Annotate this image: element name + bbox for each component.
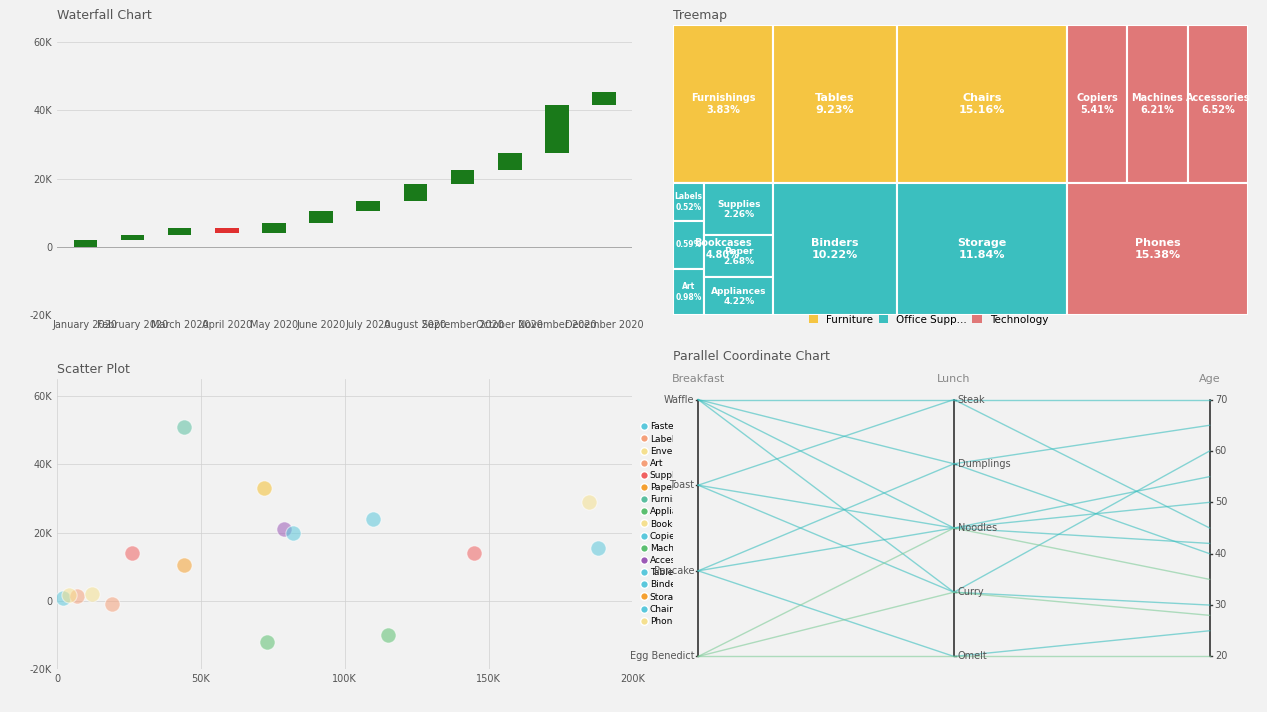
Bar — [773, 183, 897, 315]
Bar — [498, 153, 522, 170]
Text: Phones
15.38%: Phones 15.38% — [1134, 239, 1181, 260]
Bar — [704, 183, 773, 236]
Text: Binders
10.22%: Binders 10.22% — [811, 239, 859, 260]
Bar — [1128, 25, 1187, 183]
Point — [283, 527, 303, 538]
Text: Dumplings: Dumplings — [958, 459, 1010, 468]
Text: Furnishings
3.83%: Furnishings 3.83% — [691, 93, 755, 115]
Text: Accessories
6.52%: Accessories 6.52% — [1186, 93, 1251, 115]
Point — [53, 592, 73, 603]
Point — [579, 496, 599, 508]
Point — [81, 588, 101, 600]
Text: Appliances
4.22%: Appliances 4.22% — [711, 287, 767, 306]
Text: Breakfast: Breakfast — [672, 375, 725, 384]
Text: Scatter Plot: Scatter Plot — [57, 363, 131, 377]
Bar — [1067, 25, 1128, 183]
Point — [101, 598, 122, 609]
Text: 30: 30 — [1215, 600, 1226, 610]
Point — [122, 548, 142, 559]
Text: Lunch: Lunch — [938, 375, 971, 384]
Bar — [704, 278, 773, 315]
Text: Age: Age — [1199, 375, 1220, 384]
Text: Pancake: Pancake — [654, 566, 694, 576]
Point — [174, 560, 194, 571]
Text: 50: 50 — [1215, 497, 1228, 508]
Bar — [120, 235, 144, 240]
Point — [588, 543, 608, 554]
Bar — [673, 268, 704, 315]
Text: Labels
0.52%: Labels 0.52% — [674, 192, 702, 211]
Text: 60: 60 — [1215, 446, 1226, 456]
Bar — [215, 228, 238, 234]
Text: Waterfall Chart: Waterfall Chart — [57, 9, 152, 22]
Text: Paper
2.68%: Paper 2.68% — [723, 246, 754, 266]
Point — [257, 637, 277, 648]
Text: Supplies
2.26%: Supplies 2.26% — [717, 199, 760, 219]
Bar — [1187, 25, 1248, 183]
Text: Noodles: Noodles — [958, 523, 997, 533]
Bar — [404, 184, 427, 201]
Text: 20: 20 — [1215, 651, 1228, 661]
Bar — [773, 25, 897, 183]
Bar — [167, 228, 191, 235]
Text: Omelt: Omelt — [958, 651, 987, 661]
Bar — [673, 221, 704, 268]
Text: Art
0.98%: Art 0.98% — [675, 282, 702, 302]
Point — [364, 513, 384, 525]
Text: Egg Benedict: Egg Benedict — [630, 651, 694, 661]
Text: 40: 40 — [1215, 549, 1226, 559]
Text: 0.59%: 0.59% — [675, 240, 702, 249]
Legend: Fasteners, Labels, Envelopes, Art, Supplies, Paper, Furnishings, Appliances, Boo: Fasteners, Labels, Envelopes, Art, Suppl… — [642, 422, 703, 626]
Point — [58, 589, 79, 600]
Bar — [73, 240, 98, 247]
Text: Bookcases
4.80%: Bookcases 4.80% — [694, 239, 751, 260]
Point — [174, 421, 194, 432]
Bar — [356, 201, 380, 211]
Bar — [309, 211, 333, 223]
Text: Tables
9.23%: Tables 9.23% — [816, 93, 855, 115]
Bar — [897, 25, 1067, 183]
Text: Steak: Steak — [958, 394, 986, 404]
Text: 70: 70 — [1215, 394, 1228, 404]
Bar — [673, 183, 704, 221]
Text: Chairs
15.16%: Chairs 15.16% — [959, 93, 1005, 115]
Bar — [1067, 183, 1248, 315]
Bar — [262, 223, 286, 234]
Text: Toast: Toast — [669, 480, 694, 490]
Legend: Furniture, Office Supp..., Technology: Furniture, Office Supp..., Technology — [805, 310, 1053, 329]
Bar — [897, 183, 1067, 315]
Bar — [545, 105, 569, 153]
Point — [67, 590, 87, 602]
Point — [274, 523, 294, 535]
Text: Treemap: Treemap — [673, 9, 727, 22]
Bar — [673, 25, 773, 183]
Bar — [704, 236, 773, 278]
Bar — [673, 183, 773, 315]
Bar — [592, 92, 616, 105]
Text: Copiers
5.41%: Copiers 5.41% — [1076, 93, 1117, 115]
Text: Parallel Coordinate Chart: Parallel Coordinate Chart — [673, 350, 830, 362]
Point — [253, 483, 274, 494]
Point — [378, 629, 398, 641]
Text: Storage
11.84%: Storage 11.84% — [958, 239, 1006, 260]
Text: Curry: Curry — [958, 587, 984, 597]
Text: Waffle: Waffle — [664, 394, 694, 404]
Text: Machines
6.21%: Machines 6.21% — [1131, 93, 1183, 115]
Bar — [451, 170, 474, 184]
Point — [464, 548, 484, 559]
